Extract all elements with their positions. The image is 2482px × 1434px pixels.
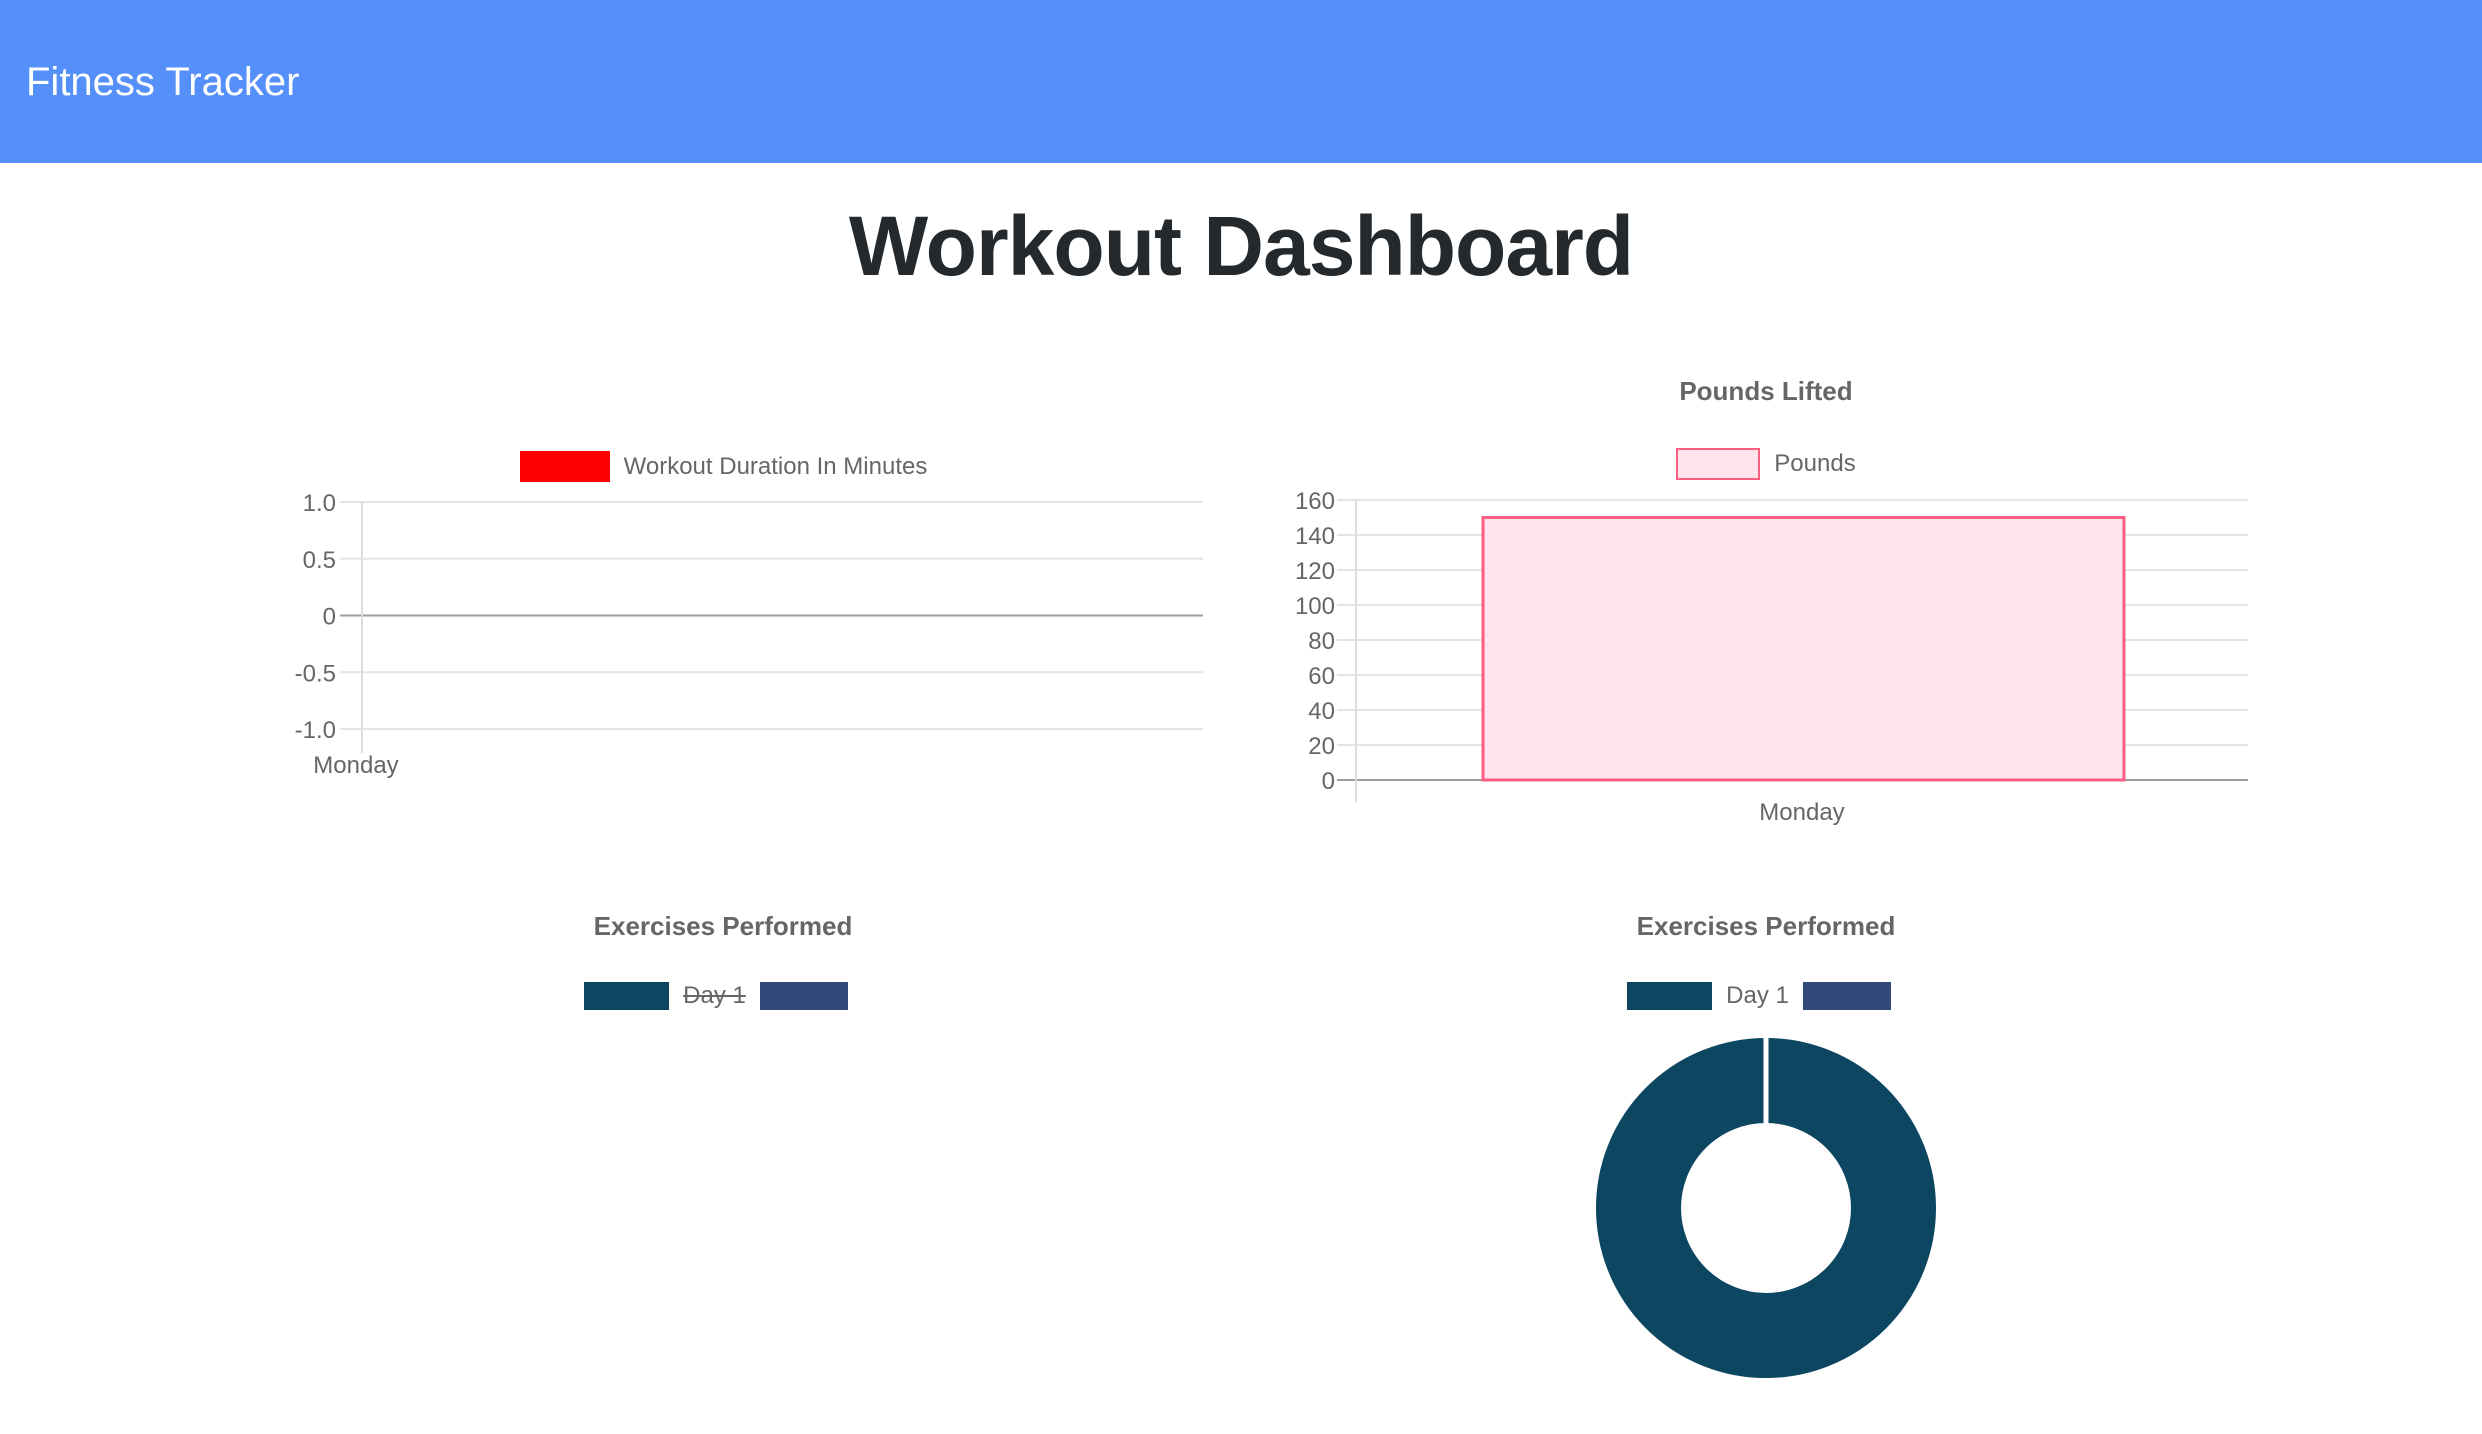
svg-text:0: 0 [1322, 768, 1335, 795]
svg-text:160: 160 [1295, 488, 1335, 515]
legend-label-workout-duration: Workout Duration In Minutes [623, 452, 928, 480]
exercises-performed-doughnut-plot[interactable] [1566, 1008, 1966, 1408]
legend-item-day1-hidden[interactable]: Day 1 [584, 982, 746, 1010]
legend-item-day1[interactable]: Day 1 [1627, 982, 1789, 1010]
legend-item-workout-duration[interactable]: Workout Duration In Minutes [519, 451, 928, 482]
exercises-performed-doughnut-chart: Exercises Performed Day 1 [1391, 900, 2141, 1434]
svg-text:-0.5: -0.5 [295, 660, 336, 687]
app-title: Fitness Tracker [26, 59, 300, 104]
exercises-performed-doughnut-title: Exercises Performed [1636, 911, 1896, 941]
svg-text:-1.0: -1.0 [295, 717, 336, 744]
app-header: Fitness Tracker [0, 0, 2482, 163]
workout-duration-chart: Workout Duration In Minutes 1.0 0.5 0 -0.5 -… [236, 440, 1211, 850]
svg-text:140: 140 [1295, 523, 1335, 550]
legend-swatch-navy [1802, 982, 1891, 1010]
legend-item-unnamed[interactable] [1802, 982, 1905, 1010]
legend-label-pounds: Pounds [1774, 450, 1856, 477]
legend-swatch-pink [1676, 448, 1761, 480]
svg-text:0.5: 0.5 [303, 547, 336, 574]
svg-text:120: 120 [1295, 558, 1335, 585]
page-title: Workout Dashboard [848, 199, 1634, 293]
pounds-lifted-title: Pounds Lifted [1679, 376, 1853, 406]
svg-text:1.0: 1.0 [303, 490, 336, 517]
svg-text:Monday: Monday [313, 752, 398, 779]
legend-swatch-navy [759, 982, 848, 1010]
workout-duration-plot[interactable]: 1.0 0.5 0 -0.5 -1.0 Monday [236, 486, 1211, 836]
svg-text:80: 80 [1308, 628, 1335, 655]
legend-item-pounds[interactable]: Pounds [1676, 448, 1856, 480]
svg-text:Monday: Monday [1759, 799, 1844, 826]
svg-text:100: 100 [1295, 593, 1335, 620]
legend-swatch-teal [584, 982, 670, 1010]
legend-item-unnamed[interactable] [759, 982, 862, 1010]
svg-text:20: 20 [1308, 733, 1335, 760]
svg-text:40: 40 [1308, 698, 1335, 725]
legend-label-day1-struck: Day 1 [683, 982, 746, 1009]
exercises-performed-doughnut-legend: Day 1 [1391, 982, 2141, 1010]
workout-duration-legend: Workout Duration In Minutes [236, 451, 1211, 482]
legend-swatch-teal [1627, 982, 1713, 1010]
legend-swatch-red [519, 451, 610, 482]
exercises-performed-pie-legend: Day 1 [348, 982, 1098, 1010]
pounds-lifted-chart: Pounds Lifted Pounds 160 140 120 100 80 60 40 2… [1281, 370, 2251, 860]
exercises-performed-pie-title: Exercises Performed [593, 911, 853, 941]
svg-text:0: 0 [323, 604, 336, 631]
svg-text:60: 60 [1308, 663, 1335, 690]
legend-label-day1: Day 1 [1726, 982, 1789, 1009]
exercises-performed-pie-chart: Exercises Performed Day 1 [348, 900, 1098, 1060]
pounds-lifted-legend: Pounds [1281, 448, 2251, 480]
pounds-lifted-plot[interactable]: 160 140 120 100 80 60 40 20 0 Monday [1281, 480, 2251, 860]
